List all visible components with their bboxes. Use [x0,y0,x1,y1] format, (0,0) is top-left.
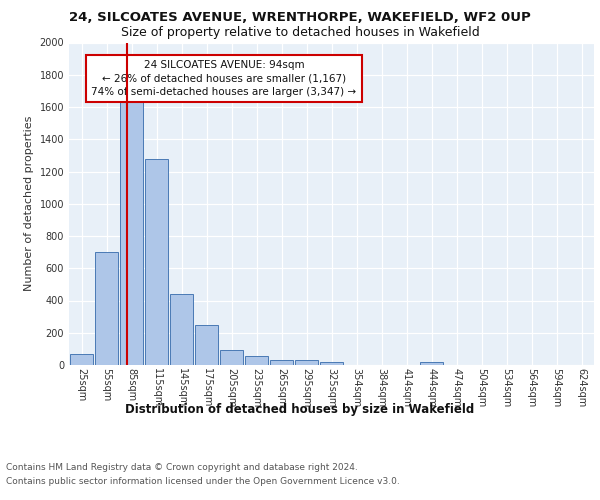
Bar [270,360,293,365]
Text: 24 SILCOATES AVENUE: 94sqm
← 26% of detached houses are smaller (1,167)
74% of s: 24 SILCOATES AVENUE: 94sqm ← 26% of deta… [91,60,356,96]
Bar [295,360,318,365]
Text: Distribution of detached houses by size in Wakefield: Distribution of detached houses by size … [125,402,475,415]
Bar [420,362,443,365]
Text: Contains public sector information licensed under the Open Government Licence v3: Contains public sector information licen… [6,477,400,486]
Bar [70,354,93,365]
Bar [320,362,343,365]
Bar [245,356,268,365]
Bar [145,158,168,365]
Bar [120,102,143,365]
Text: 24, SILCOATES AVENUE, WRENTHORPE, WAKEFIELD, WF2 0UP: 24, SILCOATES AVENUE, WRENTHORPE, WAKEFI… [69,11,531,24]
Bar [195,324,218,365]
Y-axis label: Number of detached properties: Number of detached properties [24,116,34,292]
Bar [220,350,243,365]
Text: Size of property relative to detached houses in Wakefield: Size of property relative to detached ho… [121,26,479,39]
Text: Contains HM Land Registry data © Crown copyright and database right 2024.: Contains HM Land Registry data © Crown c… [6,464,358,472]
Bar [170,294,193,365]
Bar [95,252,118,365]
